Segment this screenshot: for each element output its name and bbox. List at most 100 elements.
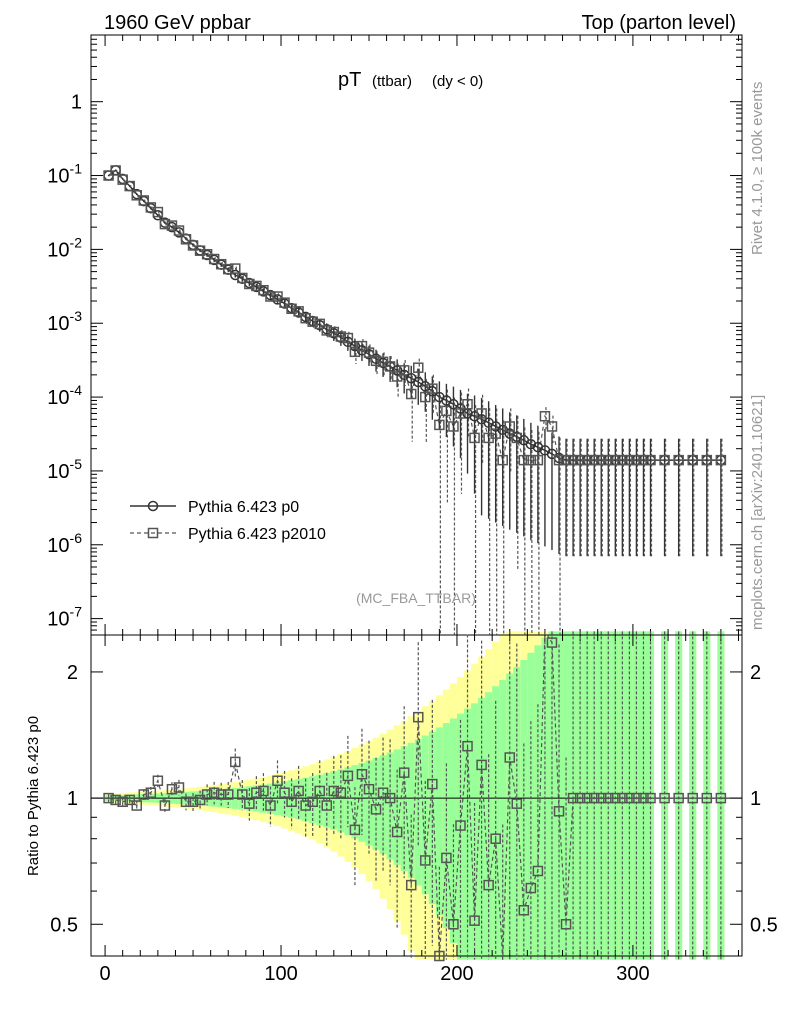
ratio-tick-label-right: 2	[750, 662, 761, 684]
point-p2010	[560, 454, 572, 466]
stat-band-bin	[569, 631, 577, 960]
stat-band-bin	[639, 631, 647, 960]
legend-label-p2010: Pythia 6.423 p2010	[188, 526, 326, 543]
point-p2010	[138, 195, 150, 206]
ratio-point	[321, 800, 333, 811]
point-p2010	[117, 174, 128, 185]
ratio-tick-label-right: 0.5	[750, 914, 778, 936]
ratio-point	[258, 785, 269, 797]
ratio-point	[377, 787, 389, 798]
point-p2010	[244, 278, 255, 290]
point-p2010	[405, 388, 417, 400]
ratio-point	[328, 785, 340, 797]
ratio-point	[448, 919, 459, 930]
plot-title-cond: (dy < 0)	[432, 73, 483, 90]
point-p2010	[645, 454, 656, 466]
ratio-point	[363, 783, 375, 795]
point-p2010	[546, 421, 558, 432]
stat-band-bin	[597, 631, 605, 960]
ratio-point	[384, 792, 396, 804]
stat-band-bin	[316, 774, 324, 826]
ratio-point	[405, 879, 417, 891]
point-p2010	[497, 454, 508, 466]
ratio-point	[201, 789, 213, 800]
stat-band-bin	[330, 771, 338, 830]
ratio-point	[490, 833, 501, 844]
stat-band-bin	[407, 742, 415, 878]
ratio-point	[293, 785, 304, 797]
stat-band-bin	[576, 631, 584, 960]
point-p2010	[293, 306, 304, 317]
ratio-point	[356, 769, 368, 780]
stat-band-bin	[689, 631, 697, 960]
point-p2010	[356, 340, 368, 352]
ratio-point	[173, 782, 185, 793]
stat-band-bin	[562, 631, 570, 960]
series-line-p2010	[108, 169, 721, 461]
ratio-point	[342, 770, 354, 782]
stat-band-bin	[611, 631, 619, 960]
x-tick-label: 200	[440, 963, 473, 985]
ratio-point	[631, 792, 642, 804]
ratio-point	[483, 879, 494, 891]
point-p2010	[476, 408, 487, 419]
ratio-point	[208, 787, 220, 798]
point-p2010	[342, 332, 354, 344]
point-p2010	[427, 383, 438, 394]
stat-band-bin	[281, 781, 289, 817]
ratio-point	[574, 792, 586, 804]
stat-band-bin	[590, 631, 598, 960]
ratio-point	[138, 789, 150, 800]
ratio-point	[645, 792, 656, 804]
point-p2010	[462, 398, 473, 410]
point-p2010	[258, 284, 269, 296]
stat-band-bin	[583, 631, 591, 960]
ratio-point	[159, 800, 171, 811]
y-tick-label: 10-5	[47, 456, 82, 483]
stat-band-bin	[618, 631, 626, 960]
stat-band-bin	[625, 631, 633, 960]
ratio-point	[398, 767, 410, 778]
ratio-point	[265, 800, 276, 811]
point-p2010	[603, 454, 614, 466]
plot-title-sub: (ttbar)	[372, 73, 412, 90]
point-p2010	[701, 454, 713, 466]
ratio-point	[272, 775, 283, 787]
ratio-point	[117, 796, 128, 808]
ratio-point	[511, 798, 523, 809]
y-tick-label: 10-4	[47, 382, 82, 409]
ratio-tick-label-left: 2	[67, 662, 78, 684]
point-p0	[525, 438, 537, 450]
point-p2010	[335, 331, 347, 342]
ratio-point	[420, 855, 431, 866]
ratio-ylabel: Ratio to Pythia 6.423 p0	[25, 716, 42, 876]
stat-band-bin	[703, 631, 711, 960]
stat-band-bin	[295, 778, 303, 820]
stat-band-bin	[661, 631, 669, 960]
point-p2010	[152, 206, 164, 218]
point-p2010	[370, 355, 382, 367]
ratio-point	[251, 787, 262, 798]
ratio-tick-label-left: 1	[67, 788, 78, 810]
main-panel-series	[103, 164, 727, 635]
x-tick-label: 300	[616, 963, 649, 985]
ratio-point	[715, 792, 727, 804]
point-p2010	[455, 408, 466, 419]
stat-band-bin	[534, 645, 542, 960]
ratio-point	[687, 792, 698, 804]
y-tick-label: 10-2	[47, 234, 82, 261]
point-p2010	[511, 432, 523, 444]
ratio-point	[370, 804, 382, 815]
point-p2010	[567, 454, 579, 466]
point-p2010	[398, 365, 410, 376]
point-p2010	[574, 454, 586, 466]
series-line-p0	[108, 169, 721, 461]
stat-band-bin	[646, 631, 655, 960]
ratio-point	[307, 796, 318, 808]
x-tick-label: 100	[264, 963, 297, 985]
legend-marker-p2010	[147, 527, 159, 539]
analysis-tag: (MC_FBA_TTBAR)	[356, 590, 476, 606]
ratio-point	[673, 792, 684, 804]
ratio-frame	[90, 634, 743, 957]
point-p2010	[631, 454, 642, 466]
